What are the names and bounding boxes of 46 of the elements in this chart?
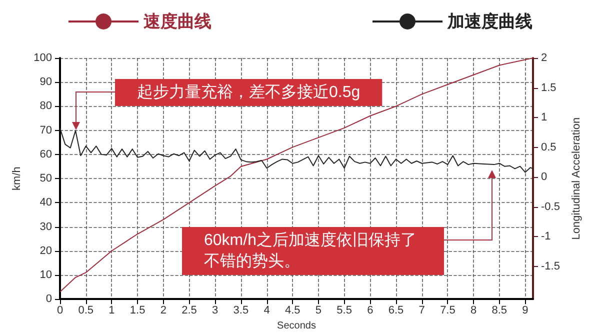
y2-tick-label: -1 <box>541 230 551 243</box>
y2-tick-label: -0.5 <box>541 200 560 213</box>
y2-tick-label: -1.5 <box>541 260 560 272</box>
y-tick-label: 70 <box>40 124 52 136</box>
x-tick-label: 7 <box>418 304 425 317</box>
y-tick-label: 60 <box>40 148 52 160</box>
legend-label: 速度曲线 <box>144 12 212 31</box>
y-tick-label: 10 <box>40 268 52 281</box>
x-tick-label: 4 <box>264 304 270 317</box>
y-tick-label: 90 <box>40 76 52 88</box>
y-tick-label: 100 <box>34 52 52 64</box>
x-tick-label: 0.5 <box>78 304 94 317</box>
y-tick-label: 30 <box>40 220 52 233</box>
y2-tick-label: 0 <box>541 171 548 184</box>
x-tick-label: 6.5 <box>388 304 404 317</box>
x-tick-label: 9 <box>522 304 528 317</box>
x-tick-label: 8 <box>470 304 477 317</box>
x-tick-label: 2.5 <box>182 304 197 317</box>
y2-tick-label: 1.5 <box>541 82 556 94</box>
x-tick-label: 4.5 <box>284 304 300 317</box>
x-tick-label: 5 <box>315 304 322 317</box>
x-tick-label: 1.5 <box>130 304 146 317</box>
x-tick-label: 7.5 <box>440 304 456 317</box>
y-axis-title: km/h <box>11 166 24 190</box>
annotation: 起步力量充裕，差不多接近0.5g <box>137 83 360 101</box>
x-tick-label: 8.5 <box>492 304 508 317</box>
annotation: 60km/h之后加速度依旧保持了不错的势头。 <box>204 231 416 270</box>
legend-label: 加速度曲线 <box>446 12 532 31</box>
x-tick-label: 5.5 <box>336 304 352 317</box>
x-tick-label: 3 <box>212 304 218 317</box>
y-tick-label: 80 <box>40 100 52 112</box>
x-tick-label: 0 <box>56 304 64 317</box>
x-tick-label: 2 <box>160 304 166 317</box>
y-tick-label: 0 <box>46 293 52 306</box>
y-tick-label: 20 <box>40 244 52 257</box>
y2-tick-label: 1 <box>541 112 548 124</box>
y2-tick-label: 2 <box>541 52 548 64</box>
y-tick-label: 50 <box>40 172 52 185</box>
y-tick-label: 40 <box>40 196 52 209</box>
x-tick-label: 6 <box>367 304 374 317</box>
x-tick-label: 3.5 <box>233 304 249 317</box>
x-axis-title: Seconds <box>277 320 316 332</box>
y2-axis-title: Longitudinal Acceleration <box>570 117 582 240</box>
x-tick-label: 1 <box>108 304 115 317</box>
line-series <box>60 58 534 292</box>
y2-tick-label: 0.5 <box>541 141 556 154</box>
